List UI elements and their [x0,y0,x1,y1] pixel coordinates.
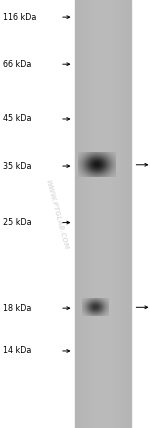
Text: WWW.PTGLAB.COM: WWW.PTGLAB.COM [45,178,69,250]
Text: 14 kDa: 14 kDa [3,346,31,356]
Text: 18 kDa: 18 kDa [3,303,31,313]
Text: 45 kDa: 45 kDa [3,114,32,124]
Text: 35 kDa: 35 kDa [3,161,32,171]
Text: 66 kDa: 66 kDa [3,59,31,69]
Bar [75,0,130,428]
Text: 116 kDa: 116 kDa [3,12,36,22]
Text: 25 kDa: 25 kDa [3,218,32,227]
